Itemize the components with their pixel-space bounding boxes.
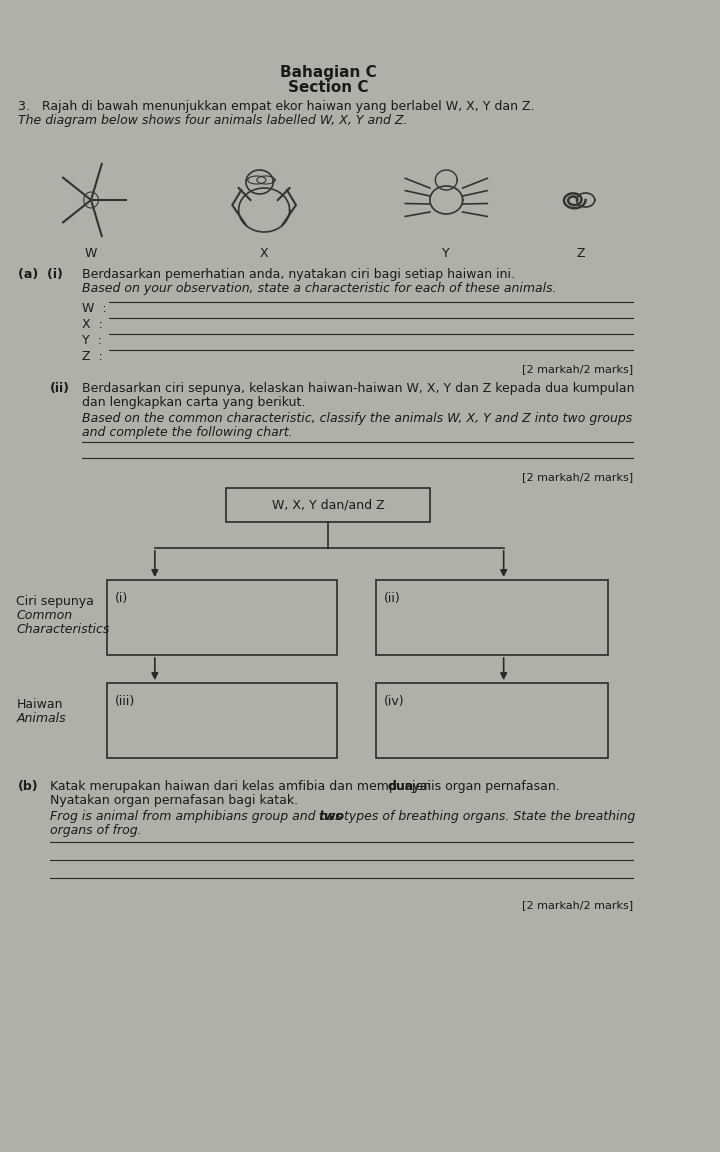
Text: (b): (b) [18,780,39,793]
Bar [376,579,608,655]
Text: Based on the common characteristic, classify the animals W, X, Y and Z into two : Based on the common characteristic, clas… [82,412,632,425]
Text: (i): (i) [114,592,128,605]
Text: X  :: X : [82,318,103,331]
Text: Bahagian C: Bahagian C [279,65,377,79]
Text: jenis organ pernafasan.: jenis organ pernafasan. [408,780,559,793]
Text: organs of frog.: organs of frog. [50,824,142,838]
Text: Nyatakan organ pernafasan bagi katak.: Nyatakan organ pernafasan bagi katak. [50,794,298,808]
Text: Y: Y [443,247,450,260]
Bar [107,683,337,758]
Text: W  :: W : [82,302,107,314]
Text: Animals: Animals [17,712,66,725]
Text: Frog is animal from amphibians group and has: Frog is animal from amphibians group and… [50,810,346,823]
Text: X: X [260,247,269,260]
Text: and complete the following chart.: and complete the following chart. [82,426,293,439]
Text: (iii): (iii) [114,695,135,708]
Text: Characteristics: Characteristics [17,623,109,636]
Text: Z  :: Z : [82,350,103,363]
Bar [376,683,608,758]
Text: Based on your observation, state a characteristic for each of these animals.: Based on your observation, state a chara… [82,282,557,295]
Bar [226,488,430,522]
Text: Berdasarkan pemerhatian anda, nyatakan ciri bagi setiap haiwan ini.: Berdasarkan pemerhatian anda, nyatakan c… [82,268,515,281]
Text: W: W [85,247,97,260]
Text: types of breathing organs. State the breathing: types of breathing organs. State the bre… [340,810,635,823]
Text: [2 markah/2 marks]: [2 markah/2 marks] [522,364,633,374]
Text: (a)  (i): (a) (i) [18,268,63,281]
Text: two: two [319,810,345,823]
Text: [2 markah/2 marks]: [2 markah/2 marks] [522,472,633,482]
Text: [2 markah/2 marks]: [2 markah/2 marks] [522,900,633,910]
Text: 3.   Rajah di bawah menunjukkan empat ekor haiwan yang berlabel W, X, Y dan Z.: 3. Rajah di bawah menunjukkan empat ekor… [18,100,535,113]
Text: Y  :: Y : [82,334,102,347]
Text: Ciri sepunya: Ciri sepunya [17,594,94,608]
Text: (iv): (iv) [384,695,404,708]
Text: Common: Common [17,609,73,622]
Bar [107,579,337,655]
Text: (ii): (ii) [50,382,70,395]
Text: Katak merupakan haiwan dari kelas amfibia dan mempunyai: Katak merupakan haiwan dari kelas amfibi… [50,780,435,793]
Text: dan lengkapkan carta yang berikut.: dan lengkapkan carta yang berikut. [82,396,305,409]
Text: (ii): (ii) [384,592,400,605]
Text: Section C: Section C [287,79,368,94]
Text: Haiwan: Haiwan [17,698,63,711]
Text: Berdasarkan ciri sepunya, kelaskan haiwan-haiwan W, X, Y dan Z kepada dua kumpul: Berdasarkan ciri sepunya, kelaskan haiwa… [82,382,634,395]
Text: W, X, Y dan/and Z: W, X, Y dan/and Z [271,499,384,511]
Text: The diagram below shows four animals labelled W, X, Y and Z.: The diagram below shows four animals lab… [18,114,408,127]
Text: Z: Z [577,247,585,260]
Text: dua: dua [387,780,413,793]
